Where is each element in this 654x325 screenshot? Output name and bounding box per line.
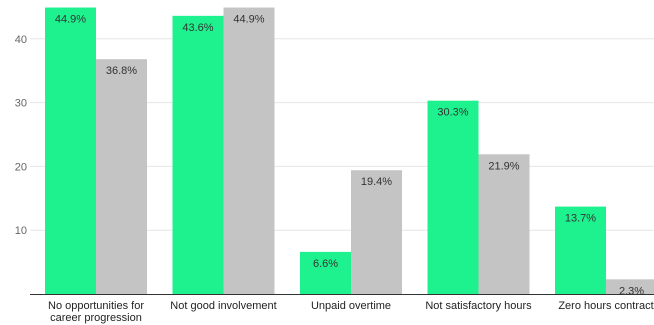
bar: [478, 154, 530, 294]
data-label: 21.9%: [488, 160, 519, 172]
bar: [427, 100, 479, 294]
bars: [45, 7, 654, 295]
y-tick-label: 10: [15, 225, 27, 237]
bar: [606, 279, 654, 294]
bar: [351, 170, 402, 294]
y-axis-ticks: 10 20 30 40: [15, 34, 27, 237]
data-label: 36.8%: [106, 65, 137, 77]
y-tick-label: 40: [15, 34, 27, 46]
x-category-label: Not satisfactory hours: [425, 300, 532, 312]
x-category-label: Not good involvement: [170, 300, 276, 312]
data-labels: 44.9% 36.8% 43.6% 44.9% 6.6% 19.4% 30.3% 21.9% 1…: [55, 14, 644, 298]
data-label: 2.3%: [619, 285, 644, 297]
bar: [223, 7, 275, 295]
bar: [555, 206, 606, 294]
y-tick-label: 30: [15, 98, 27, 110]
x-category-label: Unpaid overtime: [311, 300, 391, 312]
data-label: 44.9%: [55, 14, 86, 26]
data-label: 43.6%: [182, 22, 213, 34]
data-label: 6.6%: [313, 258, 338, 270]
x-category-label: Zero hours contract: [558, 300, 653, 312]
bar: [96, 59, 147, 294]
data-label: 13.7%: [565, 213, 596, 225]
bar: [172, 15, 224, 294]
data-label: 44.9%: [233, 14, 264, 26]
data-label: 19.4%: [361, 176, 392, 188]
bar: [45, 7, 96, 295]
bar: [300, 251, 351, 294]
y-tick-label: 20: [15, 161, 27, 173]
x-category-label: career progression: [50, 312, 142, 324]
x-category-label: No opportunities for: [48, 300, 144, 312]
data-label: 30.3%: [437, 107, 468, 119]
